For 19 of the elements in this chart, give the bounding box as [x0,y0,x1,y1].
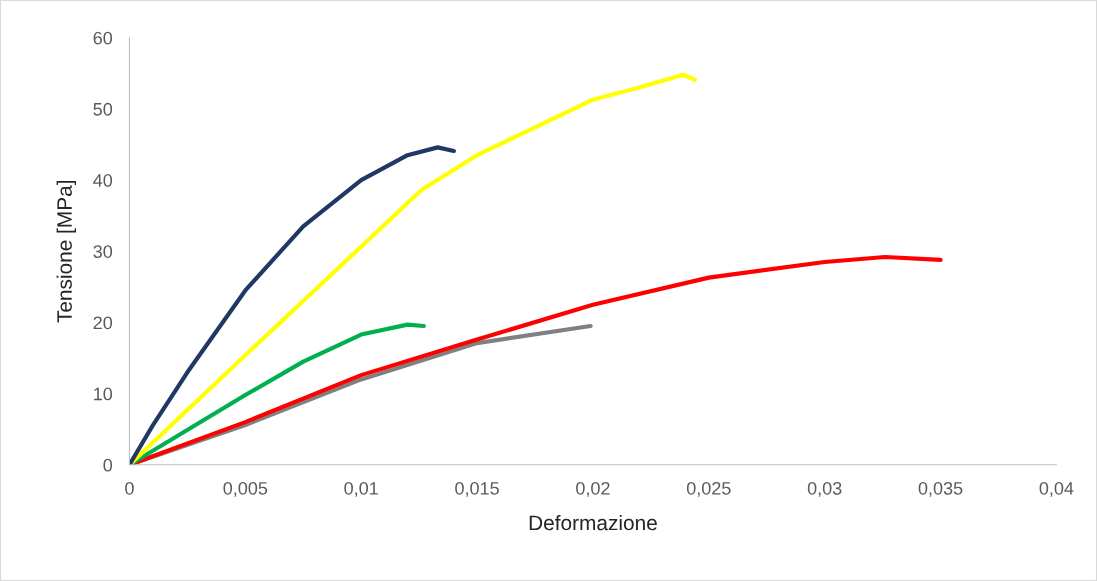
x-tick-label: 0,01 [344,481,378,497]
y-axis-title: Tensione [MPa] [56,180,77,323]
x-tick-label: 0,03 [807,481,842,497]
y-tick-label: 10 [94,387,113,401]
y-tick-label: 50 [93,102,113,116]
x-tick-label: 0,035 [918,481,963,497]
y-tick-label: 60 [93,31,113,45]
y-tick-label: 0 [103,458,113,472]
x-tick-label: 0,015 [455,481,499,497]
x-tick-label: 0,02 [576,481,610,497]
x-tick-label: 0,005 [223,481,268,497]
y-tick-label: 20 [93,316,113,330]
x-tick-label: 0,04 [1039,481,1074,497]
x-axis-title: Deformazione [529,514,657,531]
y-tick-label: 40 [93,174,113,187]
x-tick-label: 0 [125,481,134,495]
y-tick-label: 30 [93,245,113,258]
line-series [129,145,456,465]
x-tick-label: 0,025 [686,481,731,497]
